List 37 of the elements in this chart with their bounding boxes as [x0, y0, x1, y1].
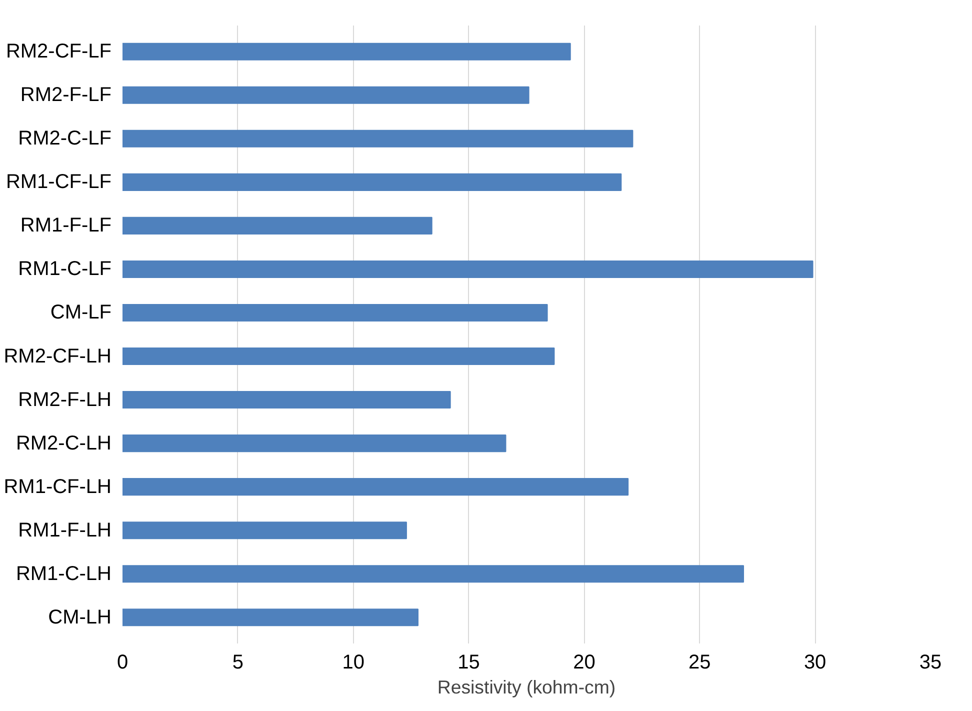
- y-tick-label: RM1-F-LF: [20, 214, 112, 237]
- bar: [122, 565, 744, 583]
- x-tick-label: 35: [919, 652, 942, 674]
- x-tick-label: 20: [573, 652, 596, 674]
- y-tick-label: RM1-C-LH: [16, 562, 112, 585]
- y-tick-label: RM2-CF-LH: [4, 345, 112, 368]
- bar: [122, 130, 634, 148]
- bar: [122, 86, 530, 104]
- y-tick-label: RM1-CF-LH: [4, 476, 112, 498]
- y-tick-label: RM2-C-LH: [16, 432, 112, 454]
- bar: [122, 478, 629, 496]
- x-axis-title: Resistivity (kohm-cm): [437, 676, 616, 698]
- bar: [122, 347, 555, 366]
- bar: [122, 260, 814, 278]
- x-tick-label: 30: [804, 652, 826, 674]
- y-tick-label: RM2-C-LF: [18, 128, 112, 150]
- bar: [122, 304, 548, 322]
- x-tick-label: 5: [232, 652, 244, 674]
- y-tick-label: RM2-F-LF: [20, 84, 112, 106]
- y-tick-label: RM2-F-LH: [18, 388, 112, 411]
- bar: [122, 608, 418, 626]
- bar: [122, 391, 451, 409]
- y-tick-label: RM1-CF-LF: [6, 171, 112, 194]
- y-tick-label: CM-LF: [50, 302, 112, 324]
- y-tick-label: CM-LH: [48, 606, 112, 628]
- x-tick-label: 25: [688, 652, 711, 674]
- x-tick-label: 10: [342, 652, 364, 674]
- y-tick-label: RM2-CF-LF: [6, 40, 112, 63]
- bar: [122, 173, 622, 191]
- y-tick-label: RM1-C-LF: [18, 258, 112, 280]
- bar: [122, 42, 571, 60]
- x-tick-label: 0: [116, 652, 128, 674]
- x-tick-label: 15: [458, 652, 480, 674]
- y-tick-label: RM1-F-LH: [18, 519, 112, 542]
- bar: [122, 434, 506, 452]
- bar: [122, 522, 407, 540]
- bar: [122, 216, 432, 234]
